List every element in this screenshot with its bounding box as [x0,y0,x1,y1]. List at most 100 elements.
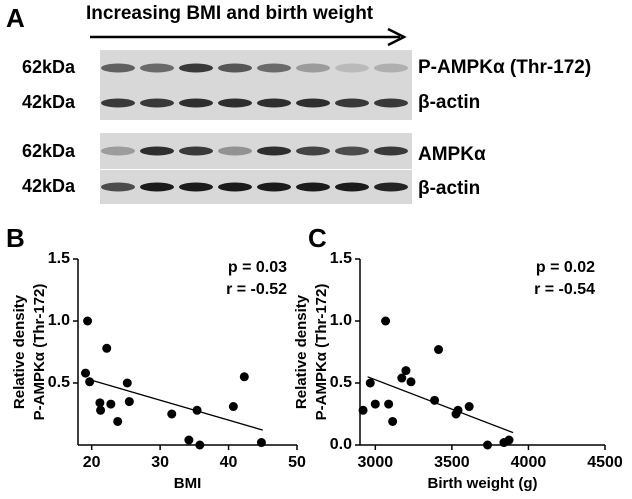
blot-band [179,63,213,73]
panel-label: A [6,3,25,33]
blot-band [335,63,369,73]
blot-band [296,98,330,108]
x-tick-label: 20 [83,454,101,471]
point [192,405,202,415]
point [464,402,474,412]
point [113,416,123,426]
point [504,435,514,445]
blot-band [140,146,174,156]
protein-label: β-actin [418,92,480,113]
blot-band [218,146,252,156]
point [370,399,380,409]
x-tick-label: 3000 [358,454,394,471]
point [406,377,416,387]
x-tick-label: 50 [288,454,306,471]
x-tick-label: 30 [151,454,169,471]
y-axis-label: P-AMPKα (Thr-172) [31,284,48,421]
blot-band [218,182,252,192]
blot-band [101,182,135,192]
y-axis-label: Relative density [293,294,310,409]
point [228,402,238,412]
blot-band [179,182,213,192]
x-tick-label: 3500 [434,454,470,471]
blot-band [179,98,213,108]
point [384,399,394,409]
y-axis-label: Relative density [11,294,28,409]
blot-band [374,146,408,156]
blot [100,50,412,204]
y-axis-label: P-AMPKα (Thr-172) [313,284,330,421]
blot-band [140,63,174,73]
blot-band [257,182,291,192]
blot-band [374,63,408,73]
y-tick-label: 1.5 [330,250,352,267]
blot-band [257,146,291,156]
blot-band [257,98,291,108]
blot-band [335,182,369,192]
blot-band [335,98,369,108]
point [388,416,398,426]
mw-label: 62kDa [22,57,76,77]
x-axis-label: Birth weight (g) [428,475,538,492]
blot-band [101,63,135,73]
point [95,398,105,408]
annotation: r = -0.54 [534,281,595,298]
point [365,378,375,388]
y-tick-label: 0.5 [48,374,70,391]
blot-band [218,63,252,73]
y-tick-label: 1.5 [48,250,70,267]
blot-band [296,182,330,192]
x-tick-label: 40 [220,454,238,471]
x-tick-label: 4500 [587,454,623,471]
blot-band [296,146,330,156]
point [124,397,134,407]
point [358,405,368,415]
arrow-label: Increasing BMI and birth weight [86,3,374,24]
annotation: p = 0.03 [228,259,287,276]
blot-band [257,63,291,73]
point [83,316,93,326]
annotation: p = 0.02 [536,259,595,276]
blot-band [101,98,135,108]
mw-label: 42kDa [22,176,76,196]
point [256,438,266,448]
arrow-head [387,27,407,47]
point [85,377,95,387]
y-tick-label: 0.5 [330,374,352,391]
point [483,440,493,450]
point [401,366,411,376]
fit-line [367,376,514,434]
point [381,316,391,326]
blot-band [140,182,174,192]
protein-label: β-actin [418,178,480,199]
protein-label: AMPKα [418,144,486,165]
point [453,405,463,415]
point [434,345,444,355]
point [430,395,440,405]
fit-line [88,378,263,431]
y-tick-label: 1.0 [48,312,70,329]
point [102,343,112,353]
mw-label: 42kDa [22,92,76,112]
panel-label: B [6,223,25,253]
mw-label: 62kDa [22,141,76,161]
blot-band [374,98,408,108]
blot-band [335,146,369,156]
blot-band [179,146,213,156]
y-tick-label: 1.0 [330,312,352,329]
annotation: r = -0.52 [226,281,287,298]
point [195,440,205,450]
blot-band [374,182,408,192]
blot-band [296,63,330,73]
blot-band [140,98,174,108]
point [122,378,132,388]
blot-band [101,146,135,156]
point [397,373,407,383]
point [167,409,177,419]
point [106,399,116,409]
x-tick-label: 4000 [511,454,547,471]
blot-band [218,98,252,108]
panel-label: C [308,223,327,253]
point [96,405,106,415]
point [81,368,91,378]
